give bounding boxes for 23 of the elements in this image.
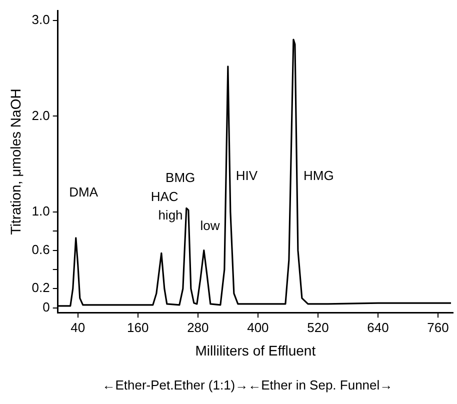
x-tick-label: 280 [187,320,209,335]
y-tick-label: 0.6 [32,242,50,257]
annotation: HAC [150,189,178,204]
annotation: HIV [236,168,258,184]
x-axis-title: Milliliters of Effluent [195,342,316,358]
annotation: DMA [69,184,98,200]
annotation: HMG [303,168,334,184]
y-tick-label: 0 [42,299,50,314]
x-tick-label: 760 [427,320,449,335]
y-tick-label: 3.0 [32,12,50,27]
x-tick-label: 520 [307,320,329,335]
text: ←Ether-Pet.Ether (1:1)→←Ether in Sep. Funnel→ [102,378,393,393]
x-tick-label: 640 [367,320,389,335]
y-tick-label: 1.0 [32,204,50,219]
annotation: BMG [166,170,196,186]
x-tick-label: 160 [127,320,149,335]
x-tick-label: 40 [70,320,86,335]
y-tick-label: 0.2 [32,280,50,296]
annotation: high [158,207,183,222]
annotation: low [200,218,220,233]
x-tick-label: 400 [247,320,269,335]
y-axis-title: Titration, μmoles NaOH [7,88,24,235]
y-tick-label: 2.0 [32,108,50,123]
